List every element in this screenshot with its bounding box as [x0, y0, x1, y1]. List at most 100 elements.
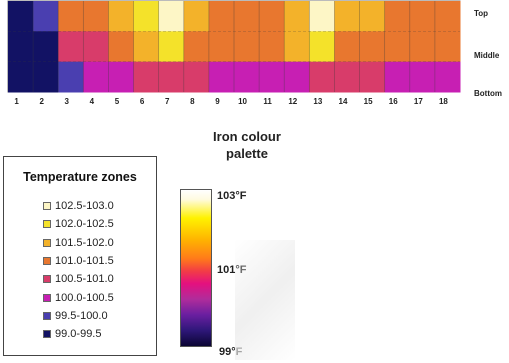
heatmap-cell-top-5: [108, 1, 135, 32]
heatmap-cell-middle-1: [8, 31, 34, 63]
heatmap-cell-bottom-10: [234, 61, 260, 93]
x-tick-label: 6: [140, 97, 145, 106]
legend-swatch: [43, 202, 51, 210]
colorbar-max-label: 103°F: [217, 190, 247, 202]
x-tick-label: 14: [339, 97, 348, 106]
x-tick-label: 8: [190, 97, 195, 106]
thermal-heatmap: 1 2 3 4 5 6 7 8 9 10 11 12 13 14 15 16 17 18 TopMiddleBot…: [7, 0, 502, 106]
heatmap-cell-top-2: [33, 1, 59, 32]
heatmap-cell-bottom-17: [409, 61, 436, 93]
heatmap-cell-bottom-18: [434, 61, 461, 93]
row-label-bottom: Bottom: [474, 89, 502, 98]
x-tick-label: 18: [439, 97, 448, 106]
heatmap-cells: [8, 1, 461, 93]
x-tick-label: 15: [364, 97, 373, 106]
heatmap-cell-bottom-3: [58, 61, 84, 93]
heatmap-cell-bottom-6: [133, 61, 160, 93]
legend-item: 99.0-99.5: [43, 327, 101, 341]
temperature-legend: Temperature zones 102.5-103.0 102.0-102.5…: [3, 156, 157, 356]
heatmap-cell-top-15: [359, 1, 386, 32]
heatmap-cell-bottom-8: [183, 61, 210, 93]
heatmap-cell-middle-3: [58, 31, 84, 63]
legend-title: Temperature zones: [23, 170, 137, 184]
heatmap-cell-middle-13: [309, 31, 335, 63]
heatmap-cell-middle-10: [234, 31, 260, 63]
heatmap-cell-middle-4: [83, 31, 109, 63]
heatmap-cell-middle-18: [434, 31, 461, 63]
row-label-top: Top: [474, 9, 488, 18]
legend-item: 101.0-101.5: [43, 254, 114, 268]
heatmap-cell-top-11: [259, 1, 285, 32]
x-tick-label: 13: [313, 97, 322, 106]
palette-title-line1: Iron colour: [213, 129, 281, 144]
legend-item-label: 99.0-99.5: [55, 328, 102, 341]
heatmap-cell-bottom-4: [83, 61, 109, 93]
x-axis-ticks: 1 2 3 4 5 6 7 8 9 10 11 12 13 14 15 16 17 18: [14, 97, 448, 106]
heatmap-cell-middle-5: [108, 31, 135, 63]
heatmap-cell-top-16: [384, 1, 411, 32]
legend-item: 102.5-103.0: [43, 199, 114, 213]
heatmap-cell-top-12: [284, 1, 310, 32]
palette-title-line2: palette: [226, 146, 268, 161]
heatmap-cell-middle-6: [133, 31, 160, 63]
legend-item: 101.5-102.0: [43, 236, 114, 250]
x-tick-label: 4: [90, 97, 95, 106]
legend-item-label: 100.0-100.5: [55, 291, 114, 304]
heatmap-cell-middle-2: [33, 31, 59, 63]
heatmap-cell-top-3: [58, 1, 84, 32]
legend-item: 100.5-101.0: [43, 272, 114, 286]
legend-item-label: 101.0-101.5: [55, 254, 114, 267]
heatmap-cell-bottom-9: [208, 61, 235, 93]
heatmap-cell-middle-17: [409, 31, 436, 63]
legend-item-label: 99.5-100.0: [55, 309, 108, 322]
heatmap-cell-bottom-15: [359, 61, 386, 93]
heatmap-cell-top-9: [208, 1, 235, 32]
x-tick-label: 16: [389, 97, 398, 106]
legend-item-label: 102.5-103.0: [55, 200, 114, 212]
heatmap-cell-top-17: [409, 1, 436, 32]
heatmap-cell-middle-16: [384, 31, 411, 63]
heatmap-cell-bottom-1: [8, 61, 34, 93]
heatmap-cell-bottom-11: [259, 61, 285, 93]
heatmap-cell-bottom-12: [284, 61, 310, 93]
heatmap-cell-bottom-5: [108, 61, 135, 93]
x-tick-label: 9: [215, 97, 220, 106]
heatmap-cell-top-4: [83, 1, 109, 32]
heatmap-cell-bottom-7: [158, 61, 185, 93]
heatmap-cell-top-8: [183, 1, 210, 32]
x-tick-label: 11: [263, 97, 272, 106]
x-tick-label: 1: [14, 97, 19, 106]
heatmap-cell-middle-14: [334, 31, 361, 63]
x-tick-label: 17: [414, 97, 423, 106]
palette-title: Iron colour palette: [197, 128, 297, 162]
legend-item: 99.5-100.0: [43, 309, 108, 323]
heatmap-cell-top-18: [434, 1, 461, 32]
legend-swatch: [43, 293, 51, 302]
legend-item: 100.0-100.5: [43, 291, 114, 305]
x-tick-label: 7: [165, 97, 170, 106]
legend-item-label: 100.5-101.0: [55, 273, 114, 286]
heatmap-cell-middle-12: [284, 31, 310, 63]
heatmap-cell-middle-8: [183, 31, 210, 63]
row-label-middle: Middle: [474, 51, 500, 60]
legend-item-label: 101.5-102.0: [55, 236, 114, 249]
iron-colour-bar: [180, 189, 212, 347]
heatmap-cell-middle-15: [359, 31, 386, 63]
heatmap-cell-top-7: [158, 1, 185, 32]
x-tick-label: 10: [238, 97, 247, 106]
legend-item-label: 102.0-102.5: [55, 218, 114, 231]
heatmap-cell-top-13: [309, 1, 335, 32]
legend-item: 102.0-102.5: [43, 217, 114, 231]
x-tick-label: 12: [288, 97, 297, 106]
x-tick-label: 5: [115, 97, 120, 106]
heatmap-gridlines: [8, 1, 460, 92]
heatmap-cell-top-14: [334, 1, 361, 32]
legend-swatch: [43, 311, 51, 320]
x-tick-label: 2: [39, 97, 44, 106]
heatmap-cell-top-6: [133, 1, 160, 32]
background-shading: [235, 240, 295, 360]
row-labels: Top Middle Bottom: [474, 9, 502, 98]
heatmap-cell-middle-9: [208, 31, 235, 63]
heatmap-cell-middle-11: [259, 31, 285, 63]
heatmap-cell-bottom-2: [33, 61, 59, 93]
